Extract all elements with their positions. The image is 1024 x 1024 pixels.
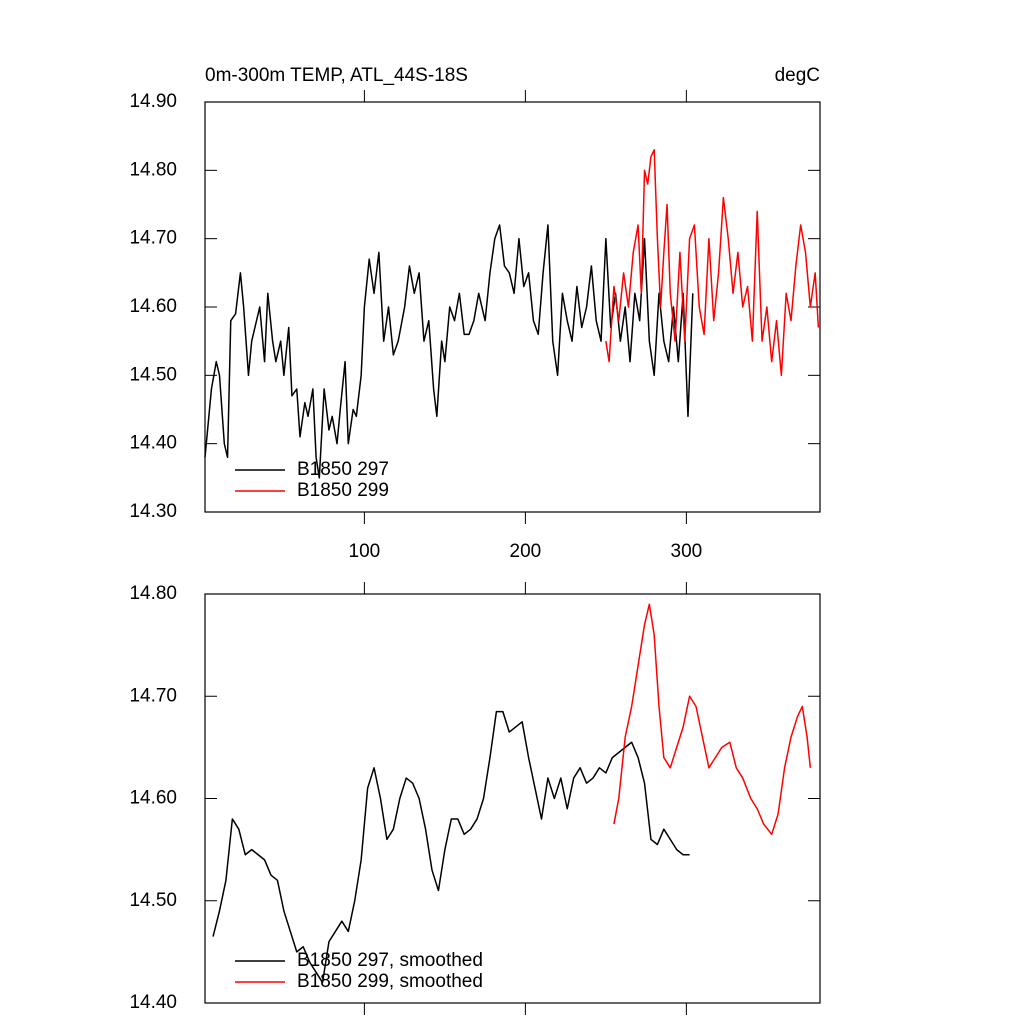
y-tick-label: 14.40 xyxy=(129,433,177,454)
y-tick-label: 14.60 xyxy=(129,788,177,809)
y-tick-label: 14.80 xyxy=(129,583,177,604)
legend-label: B1850 297 xyxy=(297,459,389,480)
series-line xyxy=(212,710,690,984)
y-tick-label: 14.40 xyxy=(129,992,177,1013)
x-tick-label: 100 xyxy=(349,541,381,562)
legend-label: B1850 299 xyxy=(297,480,389,501)
plot-frame xyxy=(204,101,821,513)
y-tick-label: 14.60 xyxy=(129,296,177,317)
units-label: degC xyxy=(775,65,820,86)
y-tick-label: 14.80 xyxy=(129,159,177,180)
legend-label: B1850 299, smoothed xyxy=(297,971,483,992)
x-tick-label: 200 xyxy=(510,541,542,562)
y-tick-label: 14.70 xyxy=(129,228,177,249)
x-tick-label: 300 xyxy=(671,541,703,562)
chart-title: 0m-300m TEMP, ATL_44S-18S xyxy=(205,65,468,86)
y-tick-label: 14.50 xyxy=(129,364,177,385)
y-tick-label: 14.70 xyxy=(129,685,177,706)
series-line xyxy=(613,603,812,836)
series-line xyxy=(605,149,820,377)
legend-label: B1850 297, smoothed xyxy=(297,950,483,971)
plot-frame xyxy=(204,593,821,1004)
y-tick-label: 14.50 xyxy=(129,890,177,911)
series-line xyxy=(204,224,694,479)
y-tick-label: 14.30 xyxy=(129,501,177,522)
y-tick-label: 14.90 xyxy=(129,91,177,112)
